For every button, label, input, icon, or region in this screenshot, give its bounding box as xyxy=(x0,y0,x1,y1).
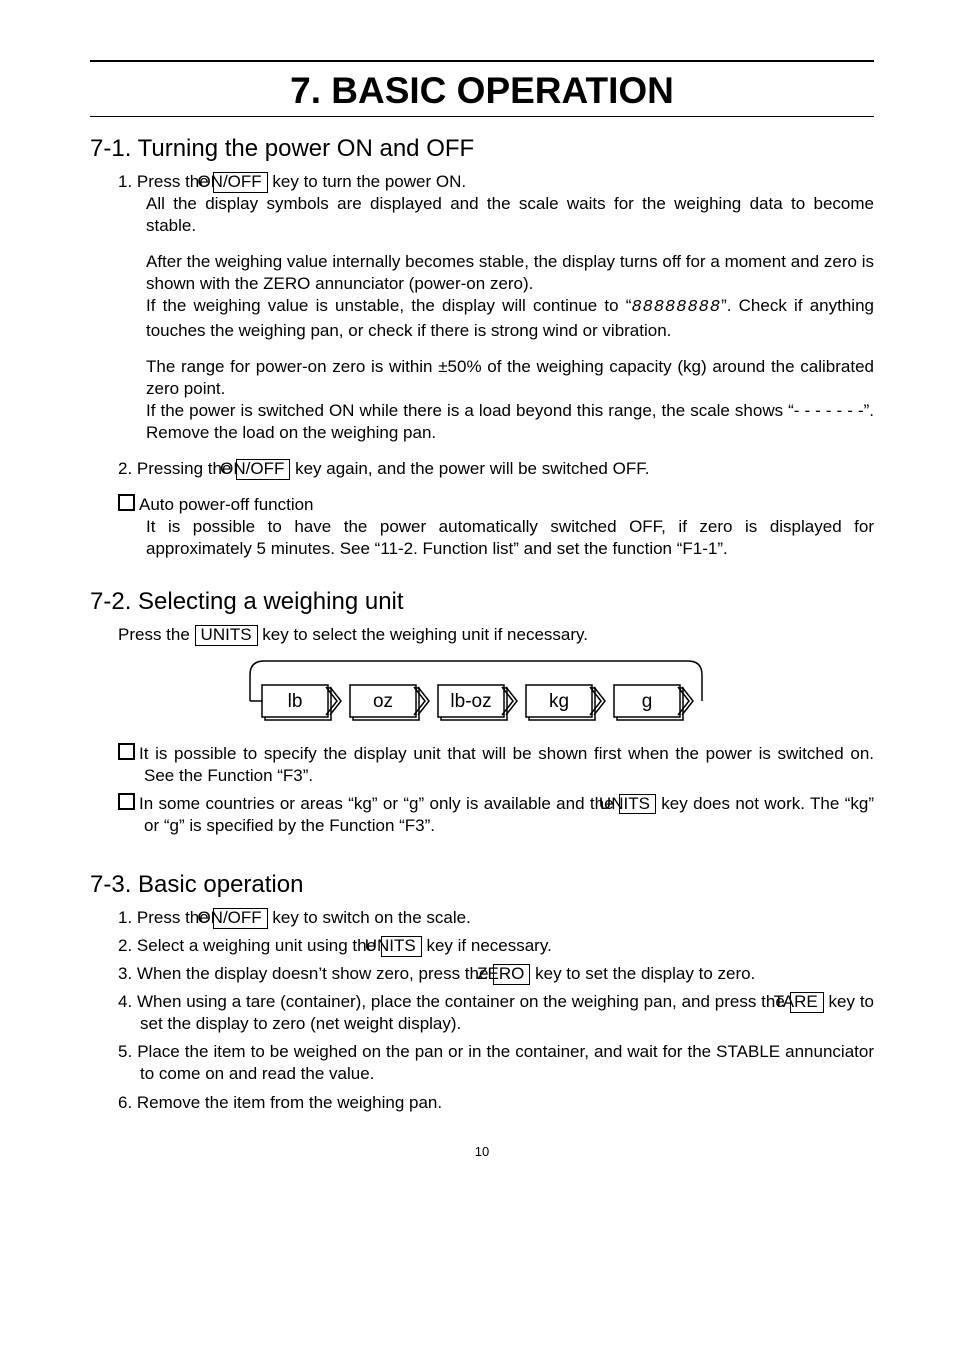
s73-i5: 5. Place the item to be weighed on the p… xyxy=(118,1041,874,1085)
svg-text:g: g xyxy=(642,691,653,712)
text: If the weighing value is unstable, the d… xyxy=(146,296,631,315)
text: key if necessary. xyxy=(422,936,552,955)
text: 2. Pressing the xyxy=(118,459,236,478)
section-7-1-heading: 7-1. Turning the power ON and OFF xyxy=(90,135,874,163)
chapter-top-rule xyxy=(90,60,874,62)
text: key to switch on the scale. xyxy=(268,908,471,927)
s71-step2: 2. Pressing the ON/OFF key again, and th… xyxy=(118,458,874,480)
s71-auto-body: It is possible to have the power automat… xyxy=(146,516,874,560)
s71-step1-body: All the display symbols are displayed an… xyxy=(146,193,874,237)
onoff-key: ON/OFF xyxy=(236,459,290,480)
section-7-2-heading: 7-2. Selecting a weighing unit xyxy=(90,588,874,616)
checkbox-bullet-icon xyxy=(118,793,135,810)
s73-i2: 2. Select a weighing unit using the UNIT… xyxy=(118,935,874,957)
text: In some countries or areas “kg” or “g” o… xyxy=(139,794,619,813)
svg-text:lb: lb xyxy=(288,691,303,712)
section-7-3-heading: 7-3. Basic operation xyxy=(90,871,874,899)
text: Press the xyxy=(118,625,195,644)
text: 2. Select a weighing unit using the xyxy=(118,936,381,955)
s73-i3: 3. When the display doesn’t show zero, p… xyxy=(118,963,874,985)
s71-step1: 1. Press the ON/OFF key to turn the powe… xyxy=(118,171,874,193)
text: key to turn the power ON. xyxy=(272,172,466,191)
text: key again, and the power will be switche… xyxy=(295,459,649,478)
s71-p2b: If the weighing value is unstable, the d… xyxy=(146,295,874,341)
text: key to select the weighing unit if neces… xyxy=(262,625,588,644)
page-number: 10 xyxy=(90,1144,874,1159)
zero-key: ZERO xyxy=(493,964,530,985)
s71-auto-heading: Auto power-off function xyxy=(118,494,874,516)
text: 3. When the display doesn’t show zero, p… xyxy=(118,964,493,983)
s72-lead: Press the UNITS key to select the weighi… xyxy=(118,624,874,646)
s72-bullet2: In some countries or areas “kg” or “g” o… xyxy=(118,793,874,837)
svg-text:lb-oz: lb-oz xyxy=(450,691,491,712)
text: It is possible to specify the display un… xyxy=(139,744,874,785)
s73-i1: 1. Press the ON/OFF key to switch on the… xyxy=(118,907,874,929)
s73-i4: 4. When using a tare (container), place … xyxy=(118,991,874,1035)
svg-text:kg: kg xyxy=(549,691,569,712)
s72-bullet1: It is possible to specify the display un… xyxy=(118,743,874,787)
chapter-title: 7. BASIC OPERATION xyxy=(90,70,874,112)
units-key: UNITS xyxy=(381,936,422,957)
s73-i6: 6. Remove the item from the weighing pan… xyxy=(118,1092,874,1114)
s71-p3b: If the power is switched ON while there … xyxy=(146,400,874,444)
s71-p3a: The range for power-on zero is within ±5… xyxy=(146,356,874,400)
units-key: UNITS xyxy=(195,625,258,646)
s71-p2a: After the weighing value internally beco… xyxy=(146,251,874,295)
onoff-key: ON/OFF xyxy=(213,908,267,929)
unit-flow-diagram: lb oz lb-oz kg g xyxy=(232,655,732,733)
text: Auto power-off function xyxy=(139,495,314,514)
tare-key: TARE xyxy=(790,992,824,1013)
onoff-key: ON/OFF xyxy=(213,172,267,193)
units-key: UNITS xyxy=(619,794,656,815)
text: key to set the display to zero. xyxy=(530,964,755,983)
text: 4. When using a tare (container), place … xyxy=(118,992,790,1011)
svg-text:oz: oz xyxy=(373,691,393,712)
checkbox-bullet-icon xyxy=(118,743,135,760)
chapter-bottom-rule xyxy=(90,116,874,117)
seg-display-icon: 88888888 xyxy=(631,298,721,317)
checkbox-bullet-icon xyxy=(118,494,135,511)
